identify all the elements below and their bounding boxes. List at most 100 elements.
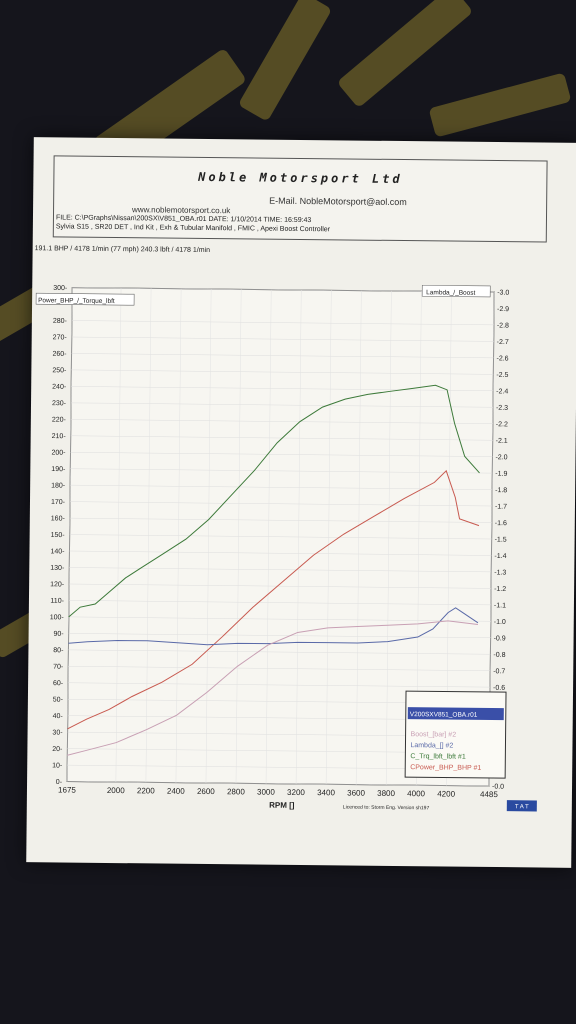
grid-line	[70, 419, 493, 424]
grid-line	[71, 320, 494, 326]
y-tick-right: -0.6	[493, 685, 505, 692]
y-tick-right: -1.6	[495, 520, 507, 527]
series-group	[67, 384, 480, 756]
background-stripe	[428, 72, 572, 138]
grid-line	[69, 534, 492, 540]
y-tick-right: -3.0	[497, 290, 509, 297]
grid-line	[71, 353, 494, 359]
left-axis-label: Power_BHP_/_Torque_lbft	[38, 297, 115, 305]
y-tick-left: 0-	[56, 779, 63, 786]
grid-line	[71, 336, 494, 342]
right-axis: -0.0-0.1-0.2-0.3-0.4-0.5-0.6-0.7-0.8-0.9…	[492, 290, 509, 791]
y-tick-right: -1.4	[494, 553, 506, 560]
x-tick: 3800	[377, 789, 395, 798]
y-tick-left: 240-	[52, 384, 67, 391]
grid-line	[69, 567, 492, 573]
x-tick: 1675	[58, 785, 76, 794]
y-tick-left: 300-	[53, 285, 68, 292]
footer-licence: Licenced to: Storm Eng. Version sh197	[343, 804, 430, 811]
grid-line	[68, 616, 491, 622]
y-tick-left: 130-	[50, 565, 65, 572]
y-tick-left: 160-	[51, 515, 66, 522]
x-tick: 2200	[137, 786, 155, 795]
series-line	[67, 469, 480, 730]
y-tick-left: 50-	[53, 697, 64, 704]
y-tick-right: -2.8	[497, 322, 509, 329]
x-tick: 3200	[287, 788, 305, 797]
y-tick-left: 170-	[51, 499, 66, 506]
y-tick-right: -1.3	[494, 569, 506, 576]
y-tick-left: 230-	[52, 400, 67, 407]
y-tick-left: 90-	[53, 631, 64, 638]
y-tick-left: 60-	[53, 680, 64, 687]
y-tick-left: 220-	[52, 417, 67, 424]
y-tick-right: -1.5	[495, 537, 507, 544]
y-tick-left: 20-	[52, 746, 63, 753]
y-tick-right: -2.2	[496, 421, 508, 428]
x-tick: 2600	[197, 787, 215, 796]
x-tick: 3400	[317, 788, 335, 797]
dyno-sheet: Noble Motorsport Ltd E-Mail. NobleMotors…	[26, 137, 576, 868]
dyno-chart: 0- 10- 20- 30- 40- 50- 60- 70- 80- 90- 100- 110- 120…	[35, 285, 537, 812]
y-tick-left: 140-	[50, 548, 65, 555]
y-tick-left: 280-	[53, 318, 68, 325]
legend-power: CPower_BHP_BHP #1	[410, 764, 481, 772]
x-tick: 3600	[347, 788, 365, 797]
background-stripe	[336, 0, 474, 109]
grid-line	[175, 288, 182, 783]
grid-line	[67, 781, 490, 787]
y-tick-left: 110-	[50, 598, 64, 605]
y-tick-left: 80-	[53, 647, 64, 654]
legend-boost: Boost_[bar] #2	[411, 731, 457, 738]
y-tick-right: -2.1	[496, 438, 508, 445]
x-tick: 2000	[107, 786, 125, 795]
grid-line	[71, 402, 494, 408]
y-tick-left: 210-	[52, 433, 67, 440]
x-tick: 4000	[407, 789, 425, 798]
footer-tag: T A T	[515, 804, 529, 810]
y-tick-right: -2.5	[496, 372, 508, 379]
y-tick-left: 260-	[52, 351, 67, 358]
background-stripe	[237, 0, 333, 122]
left-axis: 0- 10- 20- 30- 40- 50- 60- 70- 80- 90- 100- 110- 120…	[50, 285, 68, 786]
y-tick-right: -0.8	[493, 652, 505, 659]
y-tick-right: -2.4	[496, 388, 508, 395]
legend-lambda: Lambda_[] #2	[410, 742, 453, 749]
y-tick-left: 70-	[53, 664, 64, 671]
grid-line	[71, 386, 494, 392]
x-tick: 4200	[437, 789, 455, 798]
y-tick-right: -2.3	[496, 405, 508, 412]
y-tick-left: 150-	[51, 532, 66, 539]
x-tick: 3000	[257, 788, 275, 797]
x-tick: 4485	[480, 790, 498, 799]
x-axis-label: RPM []	[269, 801, 295, 810]
y-tick-right: -1.9	[495, 471, 507, 478]
series-line	[67, 620, 478, 756]
y-tick-right: -2.9	[497, 306, 509, 313]
x-tick: 2400	[167, 787, 185, 796]
grid-line	[68, 649, 491, 655]
y-tick-left: 270-	[53, 334, 68, 341]
y-tick-right: -2.0	[495, 454, 507, 461]
y-tick-right: -0.7	[493, 668, 505, 675]
legend-header-bar	[407, 707, 504, 721]
y-tick-left: 200-	[51, 450, 66, 457]
grid-line	[235, 289, 242, 784]
grid-line	[69, 517, 492, 523]
grid-line	[325, 290, 332, 785]
grid-line	[68, 633, 491, 639]
grid-line	[71, 369, 494, 375]
left-axis-label-box	[35, 292, 135, 306]
y-tick-left: 30-	[52, 729, 63, 736]
grid-line	[385, 290, 392, 785]
legend: V200SXV851_OBA.r01 Boost_[bar] #2 Lambda…	[404, 690, 507, 779]
y-tick-right: -0.0	[492, 784, 504, 791]
grid-line	[70, 451, 493, 457]
grid-line	[69, 550, 492, 556]
grid-line	[68, 682, 491, 688]
y-tick-left: 190-	[51, 466, 66, 473]
grid-line	[265, 289, 272, 784]
grid-line	[355, 290, 362, 785]
right-axis-label: Lambda_/_Boost	[426, 289, 475, 297]
grid-line	[70, 468, 493, 474]
